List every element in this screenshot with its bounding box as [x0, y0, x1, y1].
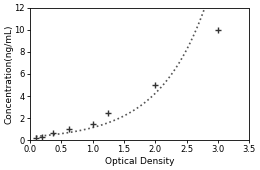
X-axis label: Optical Density: Optical Density	[105, 157, 174, 166]
Y-axis label: Concentration(ng/mL): Concentration(ng/mL)	[4, 24, 13, 124]
